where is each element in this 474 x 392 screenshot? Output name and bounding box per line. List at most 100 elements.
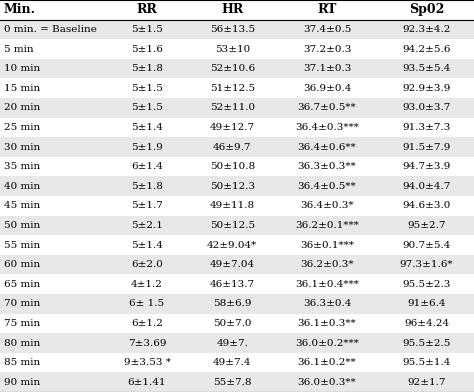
- Text: 36.2±0.3*: 36.2±0.3*: [301, 260, 354, 269]
- Text: 5±1.7: 5±1.7: [131, 201, 163, 210]
- Text: 42±9.04*: 42±9.04*: [207, 241, 257, 249]
- Bar: [0, 78, 474, 98]
- Text: 60 min: 60 min: [4, 260, 40, 269]
- Bar: [0, 39, 474, 59]
- Text: HR: HR: [221, 3, 243, 16]
- Bar: [0, 274, 474, 294]
- Text: 49±7.4: 49±7.4: [213, 358, 252, 367]
- Bar: [0, 0, 474, 20]
- Text: 92.9±3.9: 92.9±3.9: [402, 84, 451, 93]
- Text: 46±13.7: 46±13.7: [210, 280, 255, 289]
- Text: 49±7.: 49±7.: [216, 339, 248, 347]
- Text: 49±11.8: 49±11.8: [210, 201, 255, 210]
- Text: 93.5±5.4: 93.5±5.4: [402, 64, 451, 73]
- Text: 5±1.6: 5±1.6: [131, 45, 163, 53]
- Text: 97.3±1.6*: 97.3±1.6*: [400, 260, 453, 269]
- Text: 5±1.8: 5±1.8: [131, 64, 163, 73]
- Bar: [0, 333, 474, 353]
- Text: 40 min: 40 min: [4, 182, 40, 191]
- Text: 45 min: 45 min: [4, 201, 40, 210]
- Text: 6±1.4: 6±1.4: [131, 162, 163, 171]
- Bar: [0, 20, 474, 39]
- Text: 90.7±5.4: 90.7±5.4: [402, 241, 451, 249]
- Text: 50±10.8: 50±10.8: [210, 162, 255, 171]
- Text: 96±4.24: 96±4.24: [404, 319, 449, 328]
- Text: 6± 1.5: 6± 1.5: [129, 299, 164, 308]
- Text: 36.1±0.2**: 36.1±0.2**: [298, 358, 356, 367]
- Text: 92±1.7: 92±1.7: [407, 378, 446, 387]
- Text: RT: RT: [318, 3, 337, 16]
- Text: 85 min: 85 min: [4, 358, 40, 367]
- Text: 93.0±3.7: 93.0±3.7: [402, 103, 451, 112]
- Text: 25 min: 25 min: [4, 123, 40, 132]
- Text: 36.1±0.4***: 36.1±0.4***: [295, 280, 359, 289]
- Text: 46±9.7: 46±9.7: [213, 143, 252, 151]
- Text: 36.0±0.2***: 36.0±0.2***: [295, 339, 359, 347]
- Text: 37.1±0.3: 37.1±0.3: [303, 64, 351, 73]
- Text: 49±12.7: 49±12.7: [210, 123, 255, 132]
- Text: 6±1.41: 6±1.41: [128, 378, 166, 387]
- Text: 51±12.5: 51±12.5: [210, 84, 255, 93]
- Text: 52±10.6: 52±10.6: [210, 64, 255, 73]
- Text: 5±2.1: 5±2.1: [131, 221, 163, 230]
- Text: 50±7.0: 50±7.0: [213, 319, 252, 328]
- Text: 95.5±2.3: 95.5±2.3: [402, 280, 451, 289]
- Text: 58±6.9: 58±6.9: [213, 299, 252, 308]
- Text: 30 min: 30 min: [4, 143, 40, 151]
- Bar: [0, 353, 474, 372]
- Bar: [0, 235, 474, 255]
- Bar: [0, 118, 474, 137]
- Text: 94.2±5.6: 94.2±5.6: [402, 45, 451, 53]
- Text: 35 min: 35 min: [4, 162, 40, 171]
- Text: 20 min: 20 min: [4, 103, 40, 112]
- Text: 36±0.1***: 36±0.1***: [300, 241, 354, 249]
- Text: 15 min: 15 min: [4, 84, 40, 93]
- Bar: [0, 255, 474, 274]
- Text: 5±1.8: 5±1.8: [131, 182, 163, 191]
- Text: Min.: Min.: [4, 3, 36, 16]
- Text: 95.5±1.4: 95.5±1.4: [402, 358, 451, 367]
- Text: 7±3.69: 7±3.69: [128, 339, 166, 347]
- Bar: [0, 372, 474, 392]
- Text: 36.2±0.1***: 36.2±0.1***: [295, 221, 359, 230]
- Text: 37.2±0.3: 37.2±0.3: [303, 45, 351, 53]
- Text: 94.7±3.9: 94.7±3.9: [402, 162, 451, 171]
- Text: 36.1±0.3**: 36.1±0.3**: [298, 319, 356, 328]
- Text: 75 min: 75 min: [4, 319, 40, 328]
- Text: 5±1.9: 5±1.9: [131, 143, 163, 151]
- Bar: [0, 294, 474, 314]
- Text: 5±1.5: 5±1.5: [131, 103, 163, 112]
- Text: 50±12.3: 50±12.3: [210, 182, 255, 191]
- Text: 65 min: 65 min: [4, 280, 40, 289]
- Text: 95±2.7: 95±2.7: [407, 221, 446, 230]
- Text: 80 min: 80 min: [4, 339, 40, 347]
- Text: RR: RR: [137, 3, 157, 16]
- Bar: [0, 314, 474, 333]
- Text: 90 min: 90 min: [4, 378, 40, 387]
- Text: 53±10: 53±10: [215, 45, 250, 53]
- Bar: [0, 59, 474, 78]
- Text: 52±11.0: 52±11.0: [210, 103, 255, 112]
- Text: 9±3.53 *: 9±3.53 *: [124, 358, 170, 367]
- Bar: [0, 176, 474, 196]
- Text: 5 min: 5 min: [4, 45, 33, 53]
- Text: 95.5±2.5: 95.5±2.5: [402, 339, 451, 347]
- Text: 6±1.2: 6±1.2: [131, 319, 163, 328]
- Text: 36.4±0.3***: 36.4±0.3***: [295, 123, 359, 132]
- Text: 70 min: 70 min: [4, 299, 40, 308]
- Bar: [0, 196, 474, 216]
- Text: 4±1.2: 4±1.2: [131, 280, 163, 289]
- Text: 91.3±7.3: 91.3±7.3: [402, 123, 451, 132]
- Text: 55 min: 55 min: [4, 241, 40, 249]
- Text: 37.4±0.5: 37.4±0.5: [303, 25, 351, 34]
- Text: 36.3±0.3**: 36.3±0.3**: [298, 162, 356, 171]
- Text: 6±2.0: 6±2.0: [131, 260, 163, 269]
- Bar: [0, 157, 474, 176]
- Text: 49±7.04: 49±7.04: [210, 260, 255, 269]
- Text: 91.5±7.9: 91.5±7.9: [402, 143, 451, 151]
- Bar: [0, 137, 474, 157]
- Text: 36.4±0.6**: 36.4±0.6**: [298, 143, 356, 151]
- Text: 50±12.5: 50±12.5: [210, 221, 255, 230]
- Bar: [0, 98, 474, 118]
- Text: 92.3±4.2: 92.3±4.2: [402, 25, 451, 34]
